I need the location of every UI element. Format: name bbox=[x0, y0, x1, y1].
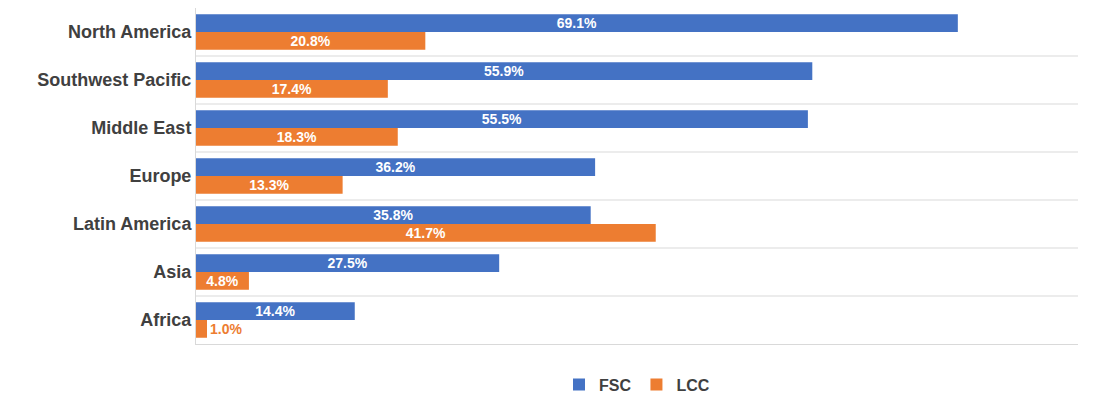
svg-text:55.9%: 55.9% bbox=[484, 63, 524, 79]
svg-text:Europe: Europe bbox=[129, 166, 191, 186]
svg-text:41.7%: 41.7% bbox=[406, 225, 446, 241]
svg-text:35.8%: 35.8% bbox=[373, 207, 413, 223]
svg-text:14.4%: 14.4% bbox=[255, 303, 295, 319]
svg-text:FSC: FSC bbox=[599, 377, 631, 394]
svg-text:69.1%: 69.1% bbox=[557, 15, 597, 31]
svg-text:Asia: Asia bbox=[153, 262, 192, 282]
svg-text:Southwest Pacific: Southwest Pacific bbox=[37, 70, 191, 90]
svg-text:17.4%: 17.4% bbox=[272, 81, 312, 97]
svg-text:Latin America: Latin America bbox=[73, 214, 192, 234]
svg-text:Africa: Africa bbox=[140, 310, 192, 330]
svg-text:36.2%: 36.2% bbox=[375, 159, 415, 175]
svg-text:55.5%: 55.5% bbox=[482, 111, 522, 127]
svg-text:North America: North America bbox=[68, 22, 192, 42]
svg-text:LCC: LCC bbox=[676, 377, 709, 394]
svg-text:13.3%: 13.3% bbox=[249, 177, 289, 193]
svg-text:4.8%: 4.8% bbox=[206, 273, 238, 289]
svg-text:1.0%: 1.0% bbox=[210, 321, 242, 337]
svg-text:18.3%: 18.3% bbox=[277, 129, 317, 145]
svg-text:27.5%: 27.5% bbox=[327, 255, 367, 271]
svg-text:20.8%: 20.8% bbox=[291, 33, 331, 49]
svg-text:Middle East: Middle East bbox=[91, 118, 191, 138]
